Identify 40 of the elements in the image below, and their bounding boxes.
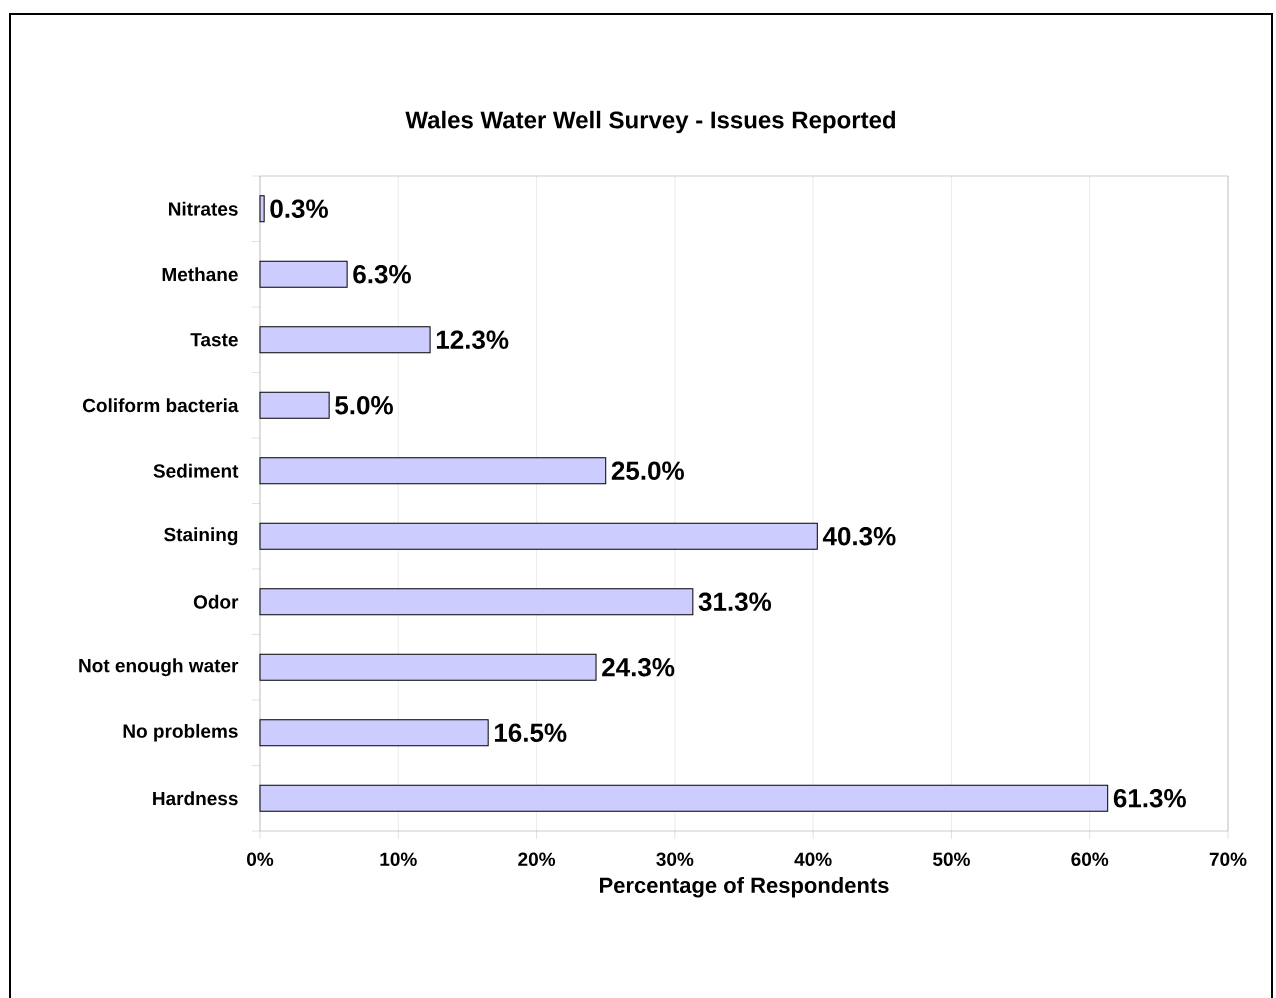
bar (259, 457, 607, 485)
y-tick-label: Nitrates (168, 201, 238, 216)
y-tick-label: Odor (193, 594, 239, 609)
data-label: 61.3% (1113, 789, 1186, 808)
x-axis-title: Percentage of Respondents (600, 876, 889, 898)
data-label: 12.3% (436, 330, 509, 349)
data-label: 6.3% (353, 265, 411, 284)
x-tick-label: 40% (794, 852, 832, 866)
bar (259, 784, 1109, 812)
data-label: 24.3% (602, 658, 675, 677)
bar (259, 260, 348, 288)
x-tick-label: 60% (1071, 852, 1109, 866)
data-label: 5.0% (335, 396, 393, 415)
chart-title: Wales Water Well Survey - Issues Reported (405, 110, 896, 134)
bar (259, 588, 694, 616)
y-tick-label: Sediment (153, 463, 239, 478)
data-label: 31.3% (698, 592, 772, 611)
bar (259, 195, 265, 223)
x-tick-label: 50% (933, 852, 970, 866)
y-tick-label: Not enough water (79, 658, 239, 677)
y-tick-label: No problems (123, 723, 238, 742)
x-tick-label: 30% (656, 852, 694, 867)
bar (259, 653, 597, 681)
data-label: 0.3% (270, 199, 328, 218)
data-label: 40.3% (822, 527, 896, 546)
x-tick-label: 0% (247, 852, 274, 866)
data-label: 16.5% (495, 723, 567, 742)
y-tick-label: Hardness (153, 791, 238, 806)
y-tick-label: Methane (162, 267, 238, 282)
bar (259, 391, 330, 419)
y-tick-label: Coliform bacteria (82, 398, 239, 413)
x-tick-label: 10% (380, 852, 417, 866)
data-label: 25.0% (611, 461, 684, 480)
bar (259, 326, 431, 354)
x-tick-label: 70% (1209, 852, 1247, 866)
y-tick-label: Taste (190, 333, 238, 347)
x-tick-label: 20% (518, 852, 556, 866)
y-tick-label: Staining (164, 527, 238, 546)
bar (259, 522, 818, 550)
bar (259, 719, 489, 747)
